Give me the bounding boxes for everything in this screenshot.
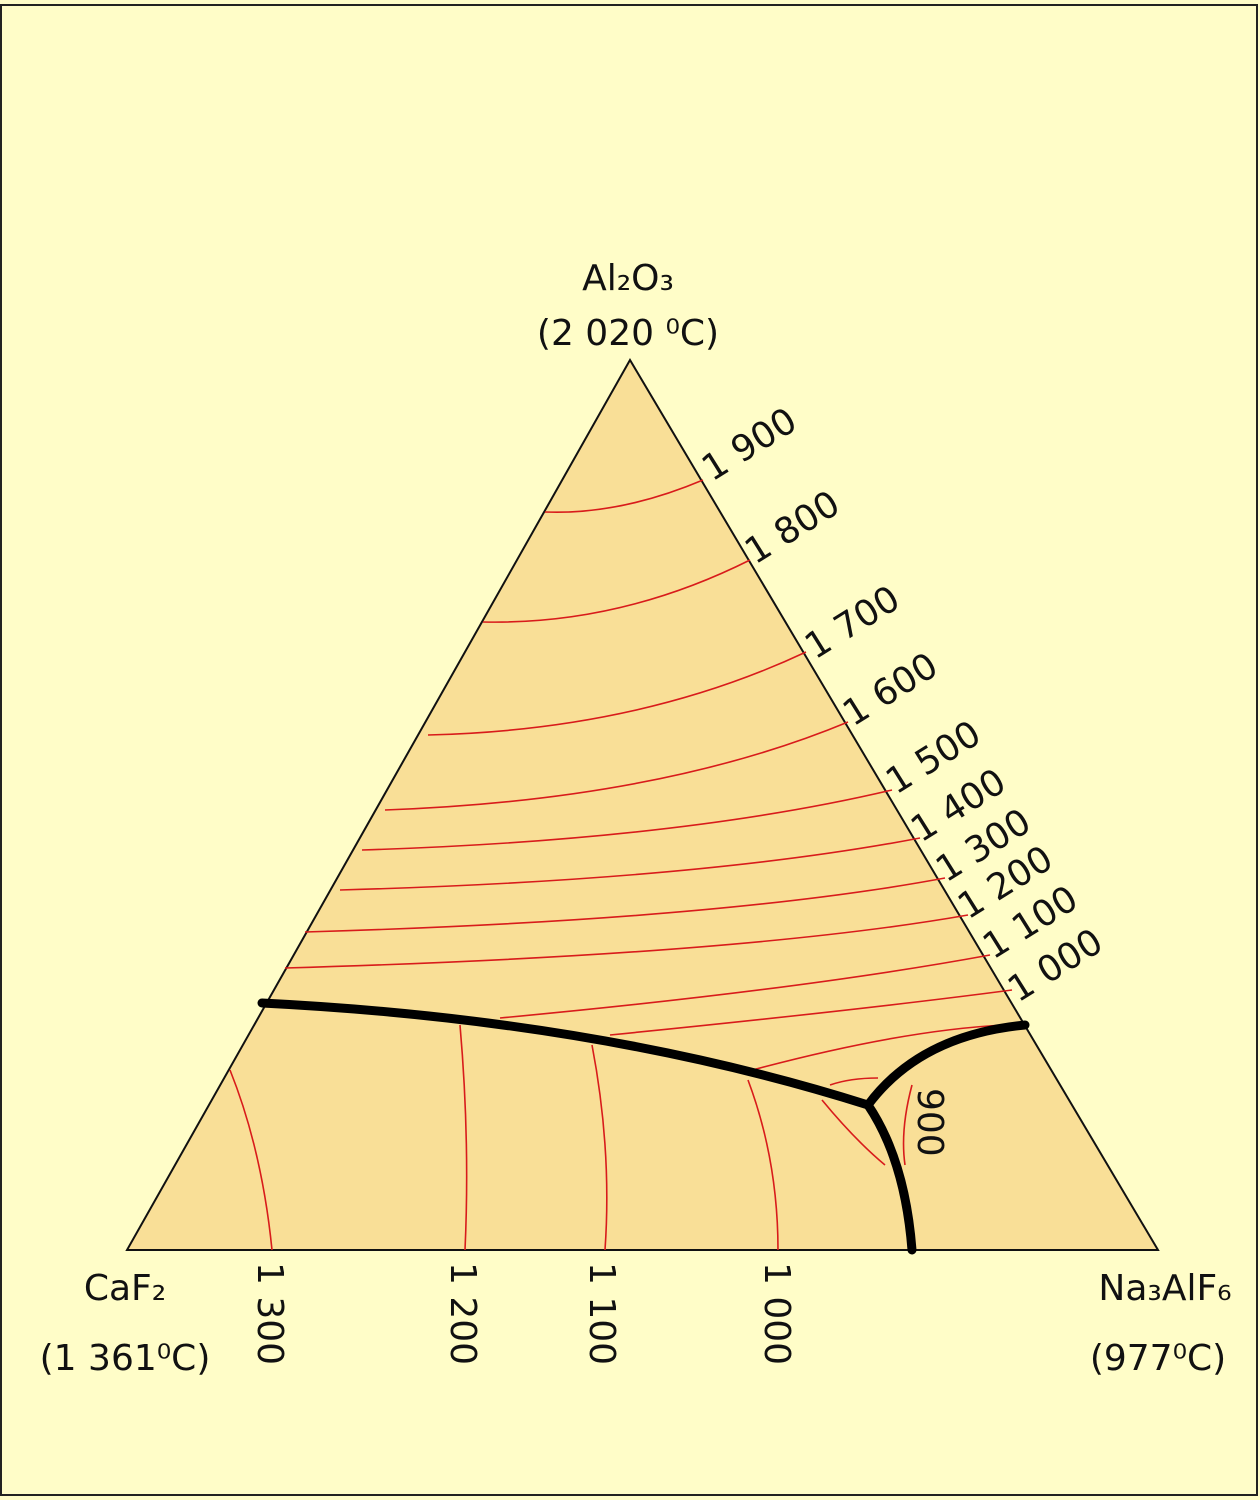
isotherm-label: 1 100 bbox=[581, 1262, 622, 1365]
vertex-formula: CaF₂ bbox=[84, 1268, 166, 1309]
vertex-temperature: (1 361⁰C) bbox=[40, 1338, 211, 1379]
isotherm-label: 1 000 bbox=[756, 1262, 797, 1365]
isotherm-label: 1 200 bbox=[442, 1262, 483, 1365]
triangle bbox=[125, 358, 1160, 1251]
vertex-temperature: (977⁰C) bbox=[1090, 1338, 1226, 1379]
vertex-temperature: (2 020 ⁰C) bbox=[537, 313, 719, 354]
isotherms bbox=[229, 479, 1013, 1251]
phase-boundaries bbox=[257, 998, 1030, 1255]
vertex-formula: Na₃AlF₆ bbox=[1098, 1268, 1231, 1309]
vertex-formula: Al₂O₃ bbox=[582, 258, 674, 299]
isotherm-label: 900 bbox=[909, 1088, 950, 1157]
isotherm-label: 1 300 bbox=[249, 1262, 290, 1365]
